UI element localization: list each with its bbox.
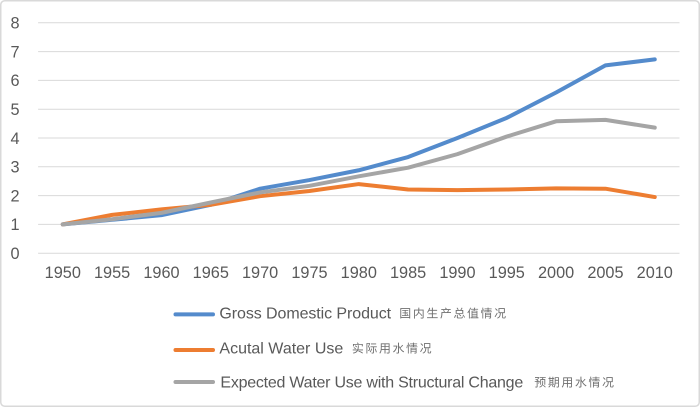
svg-text:1950: 1950 xyxy=(45,264,81,282)
svg-text:6: 6 xyxy=(10,72,19,90)
svg-text:8: 8 xyxy=(10,15,19,33)
svg-text:4: 4 xyxy=(10,130,19,148)
svg-text:1985: 1985 xyxy=(390,264,426,282)
svg-text:2000: 2000 xyxy=(538,264,574,282)
svg-text:7: 7 xyxy=(10,43,19,61)
svg-text:1955: 1955 xyxy=(94,264,130,282)
svg-text:1975: 1975 xyxy=(291,264,327,282)
svg-text:1970: 1970 xyxy=(242,264,278,282)
svg-text:Expected Water Use with Struct: Expected Water Use with Structural Chang… xyxy=(220,375,523,392)
svg-text:1965: 1965 xyxy=(193,264,229,282)
svg-text:1990: 1990 xyxy=(439,264,475,282)
svg-text:1980: 1980 xyxy=(341,264,377,282)
svg-text:Gross Domestic Product: Gross Domestic Product xyxy=(219,306,391,323)
svg-text:2: 2 xyxy=(10,187,19,205)
svg-text:1: 1 xyxy=(10,216,19,234)
svg-text:1995: 1995 xyxy=(489,264,525,282)
svg-text:Acutal Water Use: Acutal Water Use xyxy=(219,341,343,358)
svg-text:2010: 2010 xyxy=(637,264,673,282)
svg-text:2005: 2005 xyxy=(587,264,623,282)
svg-text:5: 5 xyxy=(10,101,19,119)
svg-text:3: 3 xyxy=(10,159,19,177)
svg-text:1960: 1960 xyxy=(143,264,179,282)
svg-text:0: 0 xyxy=(10,245,19,263)
